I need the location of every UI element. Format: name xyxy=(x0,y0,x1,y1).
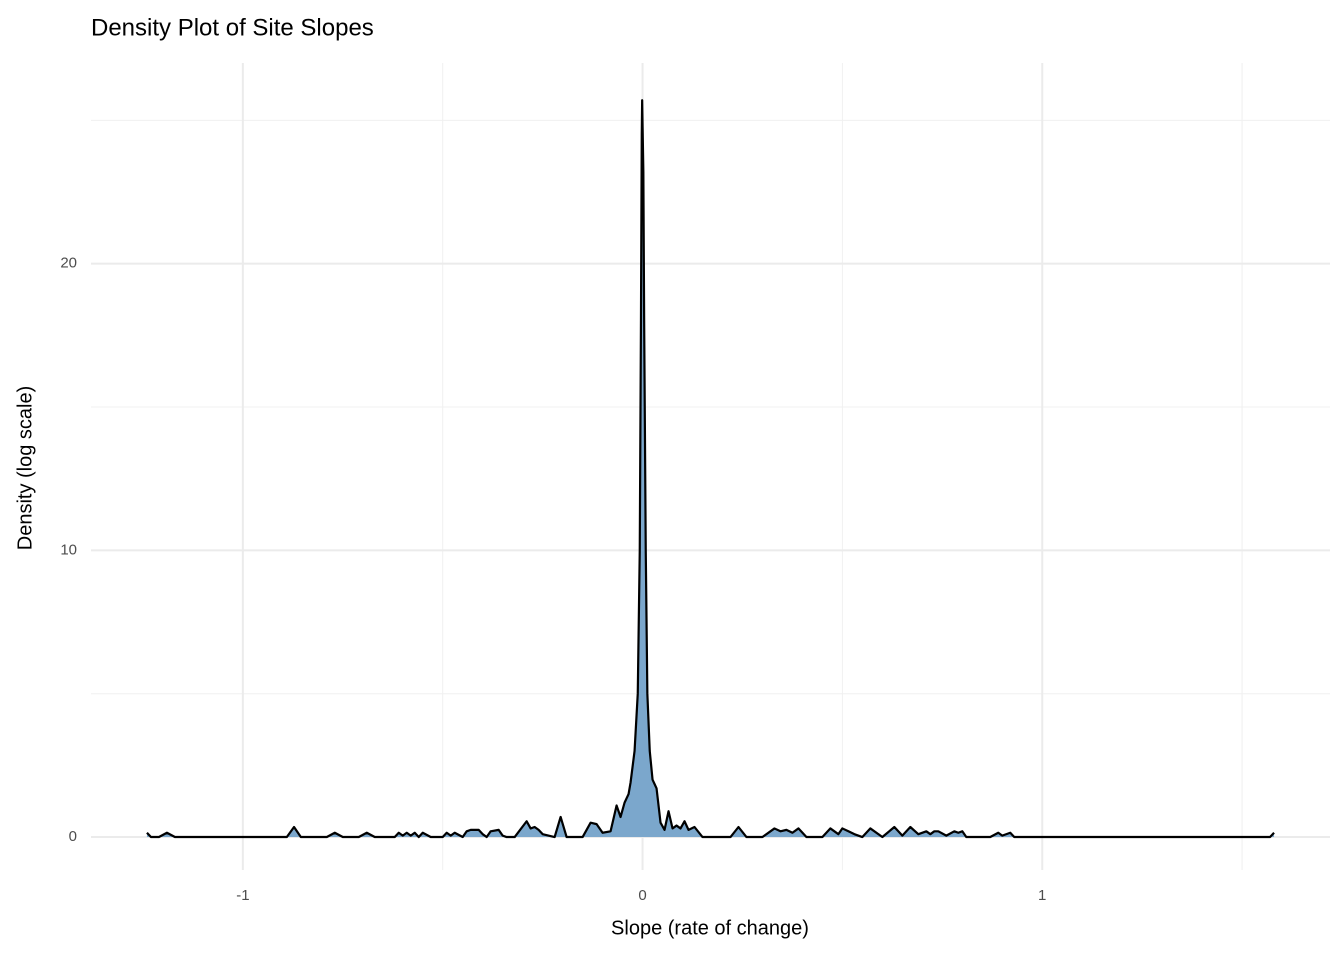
y-tick-label: 10 xyxy=(60,541,77,558)
x-axis-title: Slope (rate of change) xyxy=(611,917,809,939)
x-tick-label: -1 xyxy=(236,887,249,904)
x-tick-label: 0 xyxy=(638,887,646,904)
y-tick-label: 20 xyxy=(60,255,77,272)
chart-title: Density Plot of Site Slopes xyxy=(91,14,374,41)
density-line xyxy=(146,99,1275,839)
x-tick-label: 1 xyxy=(1038,887,1046,904)
y-axis-title: Density (log scale) xyxy=(14,386,36,551)
y-tick-label: 0 xyxy=(69,828,77,845)
